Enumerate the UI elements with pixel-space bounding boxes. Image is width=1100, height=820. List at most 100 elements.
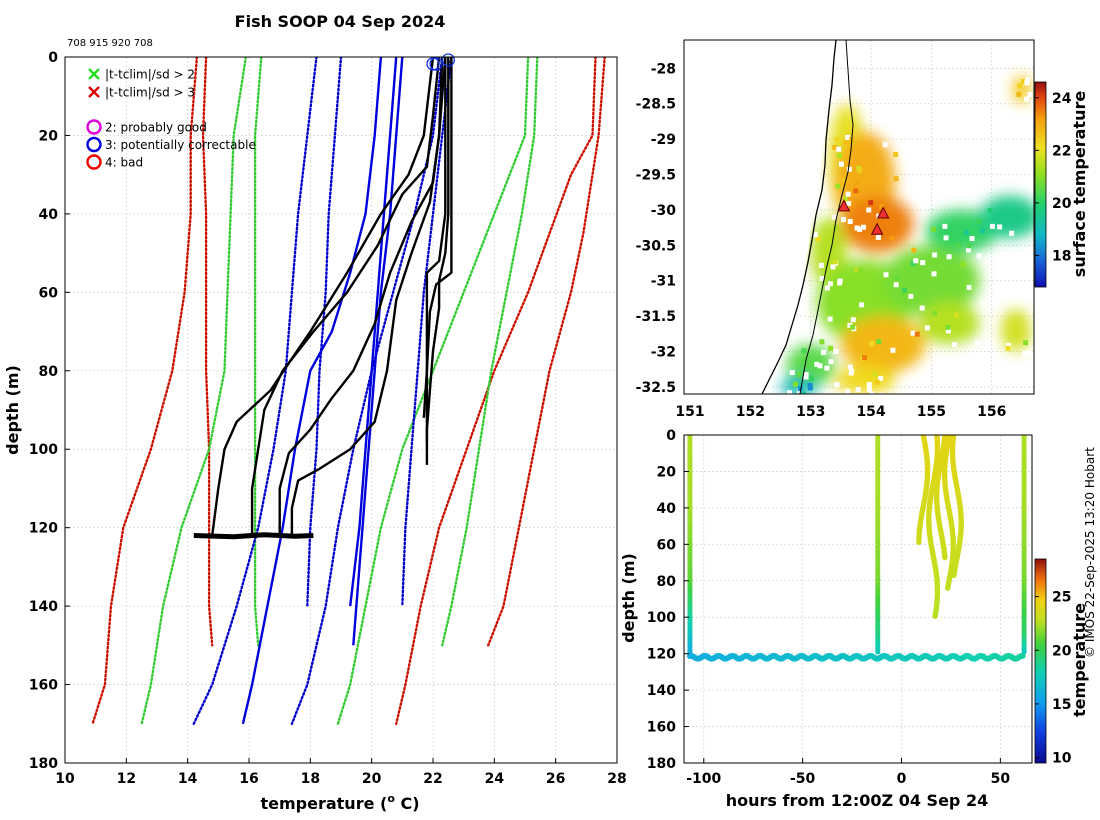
cloud-pixel [943, 235, 949, 241]
section-x-tick-label: 0 [897, 771, 907, 787]
blue-left-1 [192, 57, 318, 725]
cloud-pixel [1025, 77, 1031, 83]
sst-pixel [858, 267, 864, 273]
map-colorbar-tick-label: 24 [1052, 91, 1072, 107]
section-y-tick-label: 140 [647, 683, 676, 699]
cloud-pixel [854, 225, 860, 231]
section-data [686, 435, 1027, 662]
sst-pixel [807, 382, 813, 388]
cloud-pixel [878, 392, 884, 394]
cloud-pixel [819, 276, 825, 282]
red-left-1 [91, 57, 199, 725]
cloud-pixel [833, 348, 839, 354]
cloud-pixel [827, 316, 833, 322]
y-tick-label: 160 [29, 678, 58, 694]
section-y-tick-label: 160 [647, 720, 676, 736]
x-tick-label: 16 [239, 771, 258, 787]
legend-label: 3: potentially correctable [105, 138, 256, 152]
ship-triangle [837, 199, 851, 212]
ship-positions [837, 199, 890, 235]
cloud-pixel [803, 374, 809, 380]
cloud-pixel [951, 342, 957, 348]
section-y-tick-label: 120 [647, 647, 676, 663]
cloud-pixel [831, 214, 837, 220]
cloud-pixel [848, 370, 854, 376]
cloud-pixel [974, 340, 980, 346]
cloud-pixel [866, 207, 872, 213]
profile-ticks: 10 12 14 16 18 20 22 24 26 28 0 20 40 60 80 100 120 140 16… [29, 50, 627, 787]
cloud-pixel [824, 365, 830, 371]
sst-patch [780, 376, 817, 394]
section-colorbar-tick-label: 25 [1052, 590, 1071, 606]
sst-pixel [893, 151, 899, 157]
sst-pixel [841, 177, 847, 183]
sst-pixel [954, 312, 960, 318]
cloud-pixel [890, 347, 896, 353]
cloud-pixel [1027, 92, 1033, 98]
sst-pixel [815, 236, 821, 242]
blue-profile-1 [241, 57, 383, 725]
cloud-pixel [845, 191, 851, 197]
cloud-pixel [828, 359, 834, 365]
legend-label: |t-tclim|/sd > 3 [105, 86, 195, 100]
cloud-pixel [787, 390, 793, 394]
xbt-profiles [193, 57, 453, 540]
sst-pixel [893, 176, 899, 182]
map-colorbar [1034, 81, 1047, 288]
sst-pixel [840, 181, 846, 187]
sst-pixel [889, 235, 895, 241]
cloud-pixel [857, 226, 863, 232]
cloud-pixel [1024, 80, 1030, 86]
map-y-tick-label: -28 [651, 61, 676, 77]
cloud-pixel [855, 386, 861, 392]
cloud-pixel [814, 361, 820, 367]
cloud-pixel [840, 217, 846, 223]
cloud-pixel [1009, 230, 1015, 236]
profile-chart: Fish SOOP 04 Sep 2024 708 915 920 708 10… [3, 12, 627, 813]
sst-patch [840, 316, 926, 373]
profile-2 [250, 57, 441, 536]
section-colorbar-tick-label: 15 [1052, 697, 1071, 713]
sst-pixel [1017, 83, 1023, 89]
section-ticks: -100 -50 0 50 0 20 40 60 80 100 120 140 160 180 [647, 428, 1011, 787]
cloud-pixel [920, 260, 926, 266]
section-y-tick-label: 60 [657, 537, 677, 553]
legend-circle-marker [86, 136, 102, 153]
sst-pixel [1023, 340, 1029, 346]
x-tick-label: 14 [178, 771, 198, 787]
legend-circle-marker [86, 154, 102, 170]
section-y-tick-label: 80 [657, 574, 677, 590]
land-mask [684, 40, 835, 394]
map-y-tick-label: -29.5 [636, 168, 676, 184]
map-x-tick-label: 151 [675, 404, 704, 420]
sst-pixel [850, 324, 856, 330]
legend-circle-marker [86, 119, 102, 135]
section-y-tick-label: 20 [657, 464, 677, 480]
coastline [761, 40, 837, 394]
cloud-pixel [910, 330, 916, 336]
y-tick-label: 60 [39, 285, 59, 301]
map-x-tick-label: 152 [736, 404, 765, 420]
sst-pixel [1005, 345, 1011, 351]
profile-ylabel: depth (m) [3, 365, 22, 455]
sst-pixel [976, 218, 982, 224]
sst-pixel [843, 139, 849, 145]
cloud-pixel [997, 224, 1003, 230]
x-tick-label: 28 [607, 771, 626, 787]
sst-map: 151 152 153 154 155 156 -28 -28.5 -29 -29.5 -30 -30… [636, 39, 1089, 420]
ship-triangle [876, 206, 890, 219]
map-y-tick-label: -28.5 [636, 97, 676, 113]
sst-patch [834, 365, 896, 394]
blue-profile-3 [349, 57, 398, 607]
x-tick-label: 10 [55, 771, 75, 787]
cloud-pixel [846, 166, 852, 172]
cloud-pixel [837, 280, 843, 286]
legend-cross-marker [88, 68, 100, 80]
flag-3-circle [426, 57, 440, 71]
red-left-2 [201, 57, 214, 647]
map-y-tick-label: -30.5 [636, 238, 676, 254]
sst-pixel [833, 225, 839, 231]
cloud-pixel [1005, 343, 1011, 349]
profile-1 [211, 57, 435, 536]
cloud-pixel [847, 219, 853, 225]
